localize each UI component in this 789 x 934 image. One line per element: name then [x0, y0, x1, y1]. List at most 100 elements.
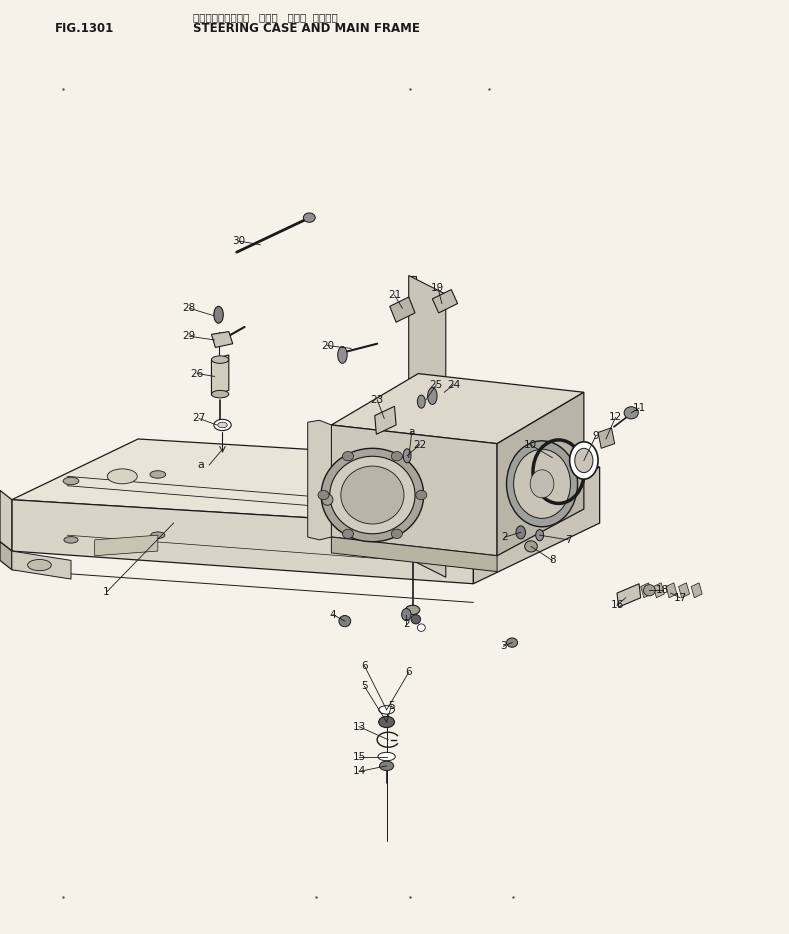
Text: 12: 12 — [609, 413, 622, 422]
Ellipse shape — [379, 716, 394, 728]
Ellipse shape — [211, 390, 229, 398]
Text: 19: 19 — [432, 283, 444, 292]
Text: 7: 7 — [565, 535, 571, 545]
Ellipse shape — [28, 559, 51, 571]
Text: 10: 10 — [524, 440, 537, 449]
Ellipse shape — [507, 638, 518, 647]
Polygon shape — [12, 439, 600, 528]
Polygon shape — [211, 332, 233, 347]
Text: 13: 13 — [353, 722, 365, 731]
Ellipse shape — [151, 531, 165, 538]
Text: 26: 26 — [191, 369, 204, 378]
Polygon shape — [95, 535, 158, 556]
Ellipse shape — [63, 477, 79, 485]
Polygon shape — [12, 500, 473, 584]
Ellipse shape — [643, 585, 655, 596]
Polygon shape — [331, 374, 584, 444]
Text: 23: 23 — [371, 395, 383, 404]
Ellipse shape — [391, 530, 402, 539]
Polygon shape — [666, 583, 677, 598]
Ellipse shape — [211, 356, 229, 363]
Ellipse shape — [338, 616, 350, 627]
Text: 25: 25 — [430, 380, 443, 389]
Text: 11: 11 — [633, 403, 645, 413]
Text: 6: 6 — [406, 668, 412, 677]
Text: FIG.1301: FIG.1301 — [55, 21, 114, 35]
Ellipse shape — [403, 448, 411, 463]
Text: 21: 21 — [388, 290, 401, 300]
Text: 6: 6 — [361, 661, 368, 671]
Polygon shape — [331, 537, 497, 572]
Polygon shape — [0, 542, 12, 570]
Ellipse shape — [574, 448, 593, 473]
Text: 2: 2 — [403, 619, 409, 629]
Text: 30: 30 — [232, 236, 245, 246]
Ellipse shape — [214, 306, 223, 323]
Ellipse shape — [342, 451, 353, 460]
Ellipse shape — [406, 605, 420, 615]
Text: 20: 20 — [321, 341, 334, 350]
Ellipse shape — [338, 347, 347, 363]
Polygon shape — [308, 420, 331, 540]
Polygon shape — [497, 392, 584, 556]
Ellipse shape — [417, 395, 425, 408]
Ellipse shape — [341, 466, 404, 524]
Ellipse shape — [507, 441, 578, 527]
Ellipse shape — [378, 753, 395, 761]
Ellipse shape — [150, 471, 166, 478]
Ellipse shape — [322, 494, 333, 505]
Ellipse shape — [514, 449, 570, 518]
Polygon shape — [12, 551, 71, 579]
Ellipse shape — [318, 490, 329, 500]
Ellipse shape — [64, 536, 78, 543]
Polygon shape — [473, 467, 600, 584]
Text: 5: 5 — [388, 701, 394, 711]
Text: 16: 16 — [611, 601, 623, 610]
Polygon shape — [375, 406, 396, 434]
Ellipse shape — [391, 451, 402, 460]
Text: a: a — [409, 427, 415, 436]
Polygon shape — [0, 490, 12, 551]
Text: 27: 27 — [193, 414, 205, 423]
Ellipse shape — [380, 761, 394, 771]
Polygon shape — [432, 290, 458, 313]
Text: 5: 5 — [361, 682, 368, 691]
Ellipse shape — [417, 624, 425, 631]
Ellipse shape — [107, 469, 137, 484]
Text: 15: 15 — [353, 752, 365, 761]
Text: 1: 1 — [103, 587, 110, 597]
Text: 22: 22 — [413, 440, 426, 449]
Polygon shape — [390, 297, 415, 322]
Text: 18: 18 — [656, 586, 669, 595]
Text: ステアリングケース   オヨビ   メイン  フレーム: ステアリングケース オヨビ メイン フレーム — [193, 12, 338, 21]
Ellipse shape — [402, 609, 411, 621]
Ellipse shape — [218, 422, 227, 428]
Polygon shape — [679, 583, 690, 598]
Text: 17: 17 — [674, 593, 686, 602]
Text: 3: 3 — [500, 642, 507, 651]
Ellipse shape — [214, 419, 231, 431]
Polygon shape — [598, 428, 615, 448]
Text: 4: 4 — [330, 610, 336, 619]
Text: 14: 14 — [353, 767, 365, 776]
Text: 28: 28 — [183, 304, 196, 313]
Ellipse shape — [379, 706, 394, 714]
Polygon shape — [409, 276, 446, 577]
Ellipse shape — [624, 406, 638, 418]
Ellipse shape — [371, 487, 387, 494]
Polygon shape — [641, 583, 652, 598]
Ellipse shape — [536, 530, 544, 541]
Ellipse shape — [321, 448, 424, 542]
Polygon shape — [409, 276, 416, 559]
Text: 2: 2 — [502, 532, 508, 542]
Text: 9: 9 — [593, 432, 599, 441]
Polygon shape — [331, 425, 497, 556]
Polygon shape — [211, 355, 229, 395]
Text: 8: 8 — [549, 556, 555, 565]
Ellipse shape — [303, 213, 315, 222]
Ellipse shape — [342, 530, 353, 539]
Ellipse shape — [416, 490, 427, 500]
Ellipse shape — [530, 470, 554, 498]
Ellipse shape — [330, 456, 415, 534]
Polygon shape — [617, 584, 641, 607]
